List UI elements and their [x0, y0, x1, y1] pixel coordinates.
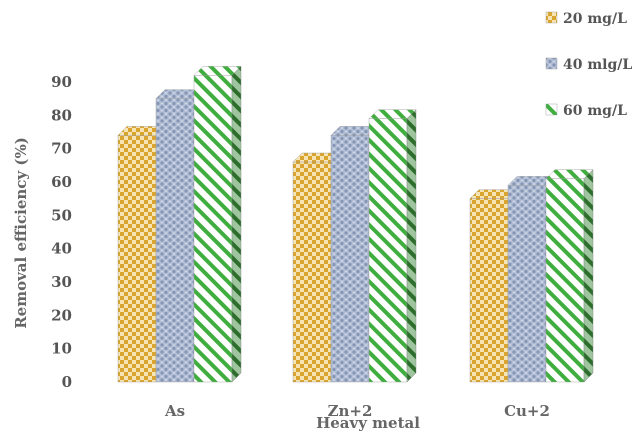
bar	[193, 65, 242, 383]
legend-swatch	[545, 57, 558, 70]
y-tick-label: 80	[51, 106, 72, 124]
x-axis-title: Heavy metal	[316, 414, 420, 432]
legend: 20 mg/L 40 mlg/L 60 mg/L	[545, 11, 632, 119]
bar-front	[330, 135, 370, 383]
y-tick-label: 90	[51, 73, 72, 91]
bar-front	[193, 75, 233, 383]
y-tick-label: 30	[51, 273, 72, 291]
legend-label: 60 mg/L	[563, 103, 627, 119]
category-label: As	[164, 402, 185, 420]
bar	[368, 109, 417, 383]
category-label: Cu+2	[504, 402, 550, 420]
y-tick-label: 10	[51, 340, 72, 358]
bar-side	[231, 65, 242, 383]
bar-front	[545, 178, 585, 383]
legend-label: 40 mlg/L	[563, 57, 632, 73]
bar-front	[469, 198, 509, 383]
bars-group	[117, 65, 594, 383]
bar	[545, 169, 594, 383]
bar	[155, 89, 204, 383]
bar	[469, 189, 518, 383]
legend-item: 20 mg/L	[545, 11, 627, 27]
bar-side	[406, 109, 417, 383]
y-axis-title: Removal efficiency (%)	[12, 137, 30, 329]
legend-item: 40 mlg/L	[545, 57, 632, 73]
bar	[330, 126, 379, 383]
y-axis-ticks: 0 10 20 30 40 50 60 70 80 90	[51, 73, 72, 391]
legend-item: 60 mg/L	[545, 103, 627, 119]
y-tick-label: 0	[62, 373, 72, 391]
x-axis-categories: As Zn+2 Cu+2	[164, 402, 550, 420]
bar	[507, 176, 556, 383]
bar	[292, 152, 341, 383]
y-tick-label: 40	[51, 240, 72, 258]
bar-front	[368, 118, 408, 383]
bar-front	[117, 135, 157, 383]
y-tick-label: 70	[51, 140, 72, 158]
bar-front	[292, 161, 332, 383]
legend-swatch	[545, 11, 558, 24]
y-tick-label: 20	[51, 306, 72, 324]
y-tick-label: 60	[51, 173, 72, 191]
y-tick-label: 50	[51, 206, 72, 224]
legend-label: 20 mg/L	[563, 11, 627, 27]
bar-front	[155, 98, 195, 383]
bar-side	[583, 169, 594, 383]
bar-front	[507, 185, 547, 383]
legend-swatch	[545, 103, 558, 116]
category-label: Zn+2	[328, 402, 373, 420]
